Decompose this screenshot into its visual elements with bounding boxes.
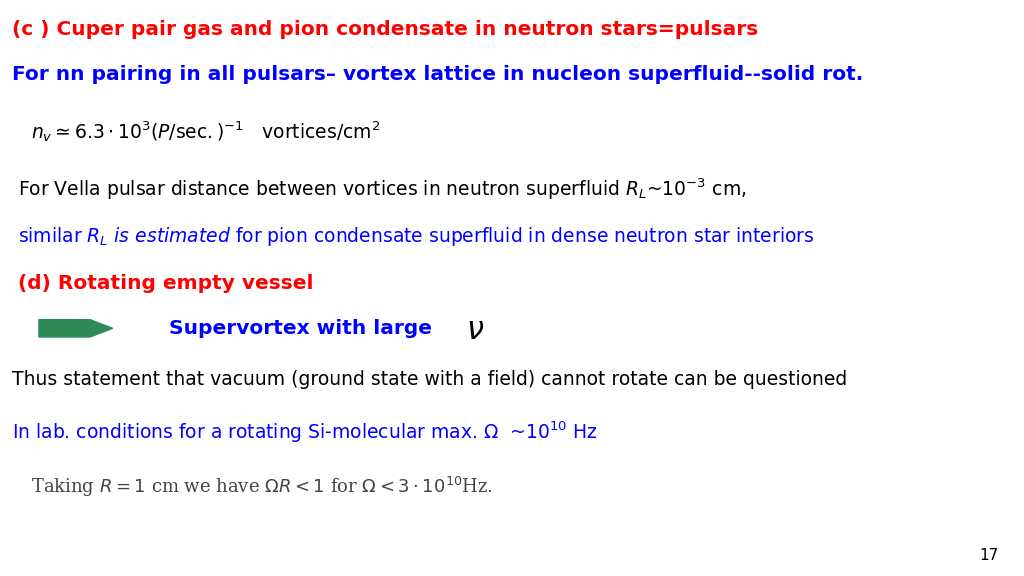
Text: (d) Rotating empty vessel: (d) Rotating empty vessel (18, 274, 314, 293)
Text: Supervortex with large: Supervortex with large (169, 319, 432, 338)
Text: 17: 17 (979, 548, 998, 563)
Text: For Vella pulsar distance between vortices in neutron superfluid $R_L$~10$^{-3}$: For Vella pulsar distance between vortic… (18, 177, 746, 202)
Text: $n_v \simeq 6.3 \cdot 10^3(P/\mathrm{sec.})^{-1}$   vortices/cm$^2$: $n_v \simeq 6.3 \cdot 10^3(P/\mathrm{sec… (31, 119, 380, 144)
Text: similar $R_L$ $\it{is\ estimated}$ for pion condensate superfluid in dense neutr: similar $R_L$ $\it{is\ estimated}$ for p… (18, 225, 815, 248)
FancyArrow shape (39, 320, 113, 337)
Text: $\mathit{\nu}$: $\mathit{\nu}$ (466, 316, 484, 344)
Text: For nn pairing in all pulsars– vortex lattice in nucleon superfluid--solid rot.: For nn pairing in all pulsars– vortex la… (12, 65, 863, 84)
Text: In lab. conditions for a rotating Si-molecular max. Ω  ~10$^{10}$ Hz: In lab. conditions for a rotating Si-mol… (12, 419, 598, 445)
Text: (c ) Cuper pair gas and pion condensate in neutron stars=pulsars: (c ) Cuper pair gas and pion condensate … (12, 20, 759, 39)
Text: Taking $R = 1$ cm we have $\Omega R < 1$ for $\Omega < 3 \cdot 10^{10}$Hz.: Taking $R = 1$ cm we have $\Omega R < 1$… (31, 475, 493, 499)
Text: Thus statement that vacuum (ground state with a field) cannot rotate can be ques: Thus statement that vacuum (ground state… (12, 370, 848, 389)
